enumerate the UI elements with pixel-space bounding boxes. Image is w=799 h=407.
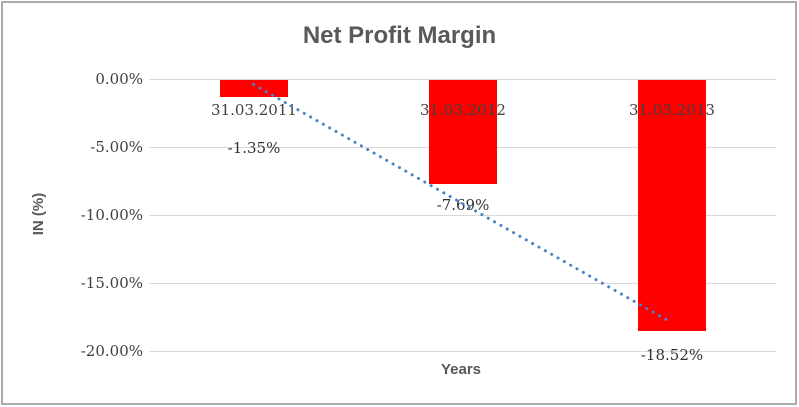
bar-31.03.2011: [220, 80, 288, 97]
chart-title: Net Profit Margin: [302, 22, 497, 49]
x-category-label: 31.03.2012: [420, 101, 506, 119]
x-category-label: 31.03.2013: [629, 101, 715, 119]
y-tick-label: -10.00%: [80, 206, 143, 224]
data-label: -7.69%: [436, 196, 490, 214]
data-label: -18.52%: [640, 346, 704, 364]
y-tick-label: -5.00%: [90, 138, 143, 156]
gridline: [149, 351, 776, 352]
y-tick-label: -20.00%: [80, 342, 143, 360]
data-label: -1.35%: [227, 139, 281, 157]
y-tick-label: 0.00%: [95, 70, 143, 88]
bar-31.03.2012: [429, 80, 497, 184]
gridline: [149, 79, 776, 80]
x-axis-title: Years: [440, 361, 482, 378]
x-category-label: 31.03.2011: [211, 101, 297, 119]
y-tick-label: -15.00%: [80, 274, 143, 292]
